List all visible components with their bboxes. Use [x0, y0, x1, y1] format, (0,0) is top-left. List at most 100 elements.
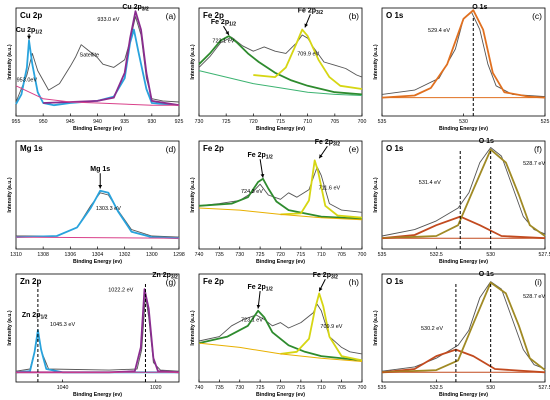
annotation-label: 711.6 eV	[319, 186, 341, 192]
series-baseline	[198, 342, 363, 362]
series-raw	[381, 147, 546, 237]
annotation-label: 724.3 eV	[241, 189, 263, 195]
series-baseline	[198, 207, 363, 221]
annotation-label: Fe 2p3/2	[313, 272, 338, 281]
series-raw	[381, 281, 546, 372]
annotation-label: 933.0 eV	[97, 17, 119, 23]
series-baseline	[15, 85, 179, 106]
annotation-label: Satellite	[80, 53, 100, 59]
x-tick-label: 730	[235, 385, 244, 391]
x-tick-label: 530	[486, 252, 495, 258]
x-tick-label: 700	[358, 385, 367, 391]
plot-frame	[15, 7, 180, 117]
x-tick-label: 725	[222, 119, 231, 125]
y-axis-label: Intensity (a.u.)	[7, 177, 13, 212]
x-tick-label: 955	[12, 119, 21, 125]
panel-letter: (f)	[534, 144, 542, 154]
x-tick-label: 730	[235, 252, 244, 258]
series-fit	[15, 28, 180, 107]
annotation-label: O 1s	[472, 4, 487, 11]
x-tick-label: 705	[331, 119, 340, 125]
x-axis-label: Binding Energy (ev)	[256, 392, 305, 398]
series-fit	[198, 35, 363, 96]
y-axis-label: Intensity (a.u.)	[373, 310, 379, 345]
panel-letter: (d)	[166, 144, 177, 154]
annotation-label: O 1s	[479, 138, 494, 145]
x-tick-label: 730	[195, 119, 204, 125]
series-raw	[198, 34, 363, 78]
element-title: O 1s	[386, 144, 404, 153]
series-fit	[15, 329, 179, 374]
panel-letter: (i)	[534, 277, 542, 287]
panel-letter: (b)	[349, 11, 360, 21]
x-tick-label: 700	[358, 252, 367, 258]
arrow-head	[319, 287, 323, 292]
x-tick-label: 720	[276, 385, 285, 391]
series-raw	[16, 192, 180, 238]
panel-b: Fe 2p1/2 723.1 eV Fe 2p3/2 709.9 eV 730 725 72…	[190, 7, 366, 132]
x-tick-label: 535	[378, 385, 387, 391]
x-tick-label: 705	[337, 385, 346, 391]
x-tick-label: 945	[66, 119, 75, 125]
x-tick-label: 530	[486, 385, 495, 391]
arrow-head	[256, 304, 261, 309]
series-fit	[253, 28, 363, 90]
x-tick-label: 935	[120, 119, 129, 125]
annotation-label: O 1s	[479, 271, 494, 278]
x-tick-label: 715	[297, 252, 306, 258]
panel-letter: (e)	[349, 144, 360, 154]
y-axis-label: Intensity (a.u.)	[190, 310, 196, 345]
x-tick-label: 700	[358, 119, 367, 125]
x-tick-label: 1020	[150, 385, 162, 391]
series-raw	[198, 303, 363, 355]
element-title: Mg 1s	[20, 144, 43, 153]
x-tick-label: 740	[195, 385, 204, 391]
x-tick-label: 1302	[119, 252, 131, 258]
x-tick-label: 710	[317, 385, 326, 391]
annotation-label: 1303.3 eV	[96, 206, 121, 212]
series-fit	[16, 288, 180, 374]
x-tick-label: 1308	[37, 252, 49, 258]
panel-letter: (c)	[532, 11, 542, 21]
x-tick-label: 735	[215, 385, 224, 391]
x-tick-label: 940	[93, 119, 102, 125]
series-fit	[280, 292, 363, 362]
x-tick-label: 925	[175, 119, 184, 125]
series-fit	[381, 215, 546, 240]
x-tick-label: 735	[215, 252, 224, 258]
x-tick-label: 525	[541, 119, 550, 125]
annotation-label: Cu 2p1/2	[16, 27, 43, 36]
arrow-head	[260, 173, 265, 178]
series-fit	[280, 159, 363, 219]
x-tick-label: 527.5	[539, 252, 550, 258]
x-axis-label: Binding Energy (ev)	[256, 126, 305, 132]
annotation-label: 723.1 eV	[241, 318, 263, 324]
x-tick-label: 1298	[173, 252, 185, 258]
x-tick-label: 725	[256, 385, 265, 391]
x-axis-label: Binding Energy (ev)	[73, 392, 122, 398]
plot-frame	[381, 140, 546, 250]
annotation-label: Fe 2p1/2	[211, 19, 236, 28]
x-tick-label: 527.5	[539, 385, 550, 391]
x-tick-label: 535	[378, 119, 387, 125]
panel-letter: (h)	[349, 277, 360, 287]
annotation-label: Zn 2p1/2	[22, 312, 48, 321]
x-tick-label: 950	[39, 119, 48, 125]
x-tick-label: 1040	[57, 385, 69, 391]
plot-frame	[15, 273, 180, 383]
series-fit	[381, 148, 546, 240]
x-tick-label: 720	[276, 252, 285, 258]
x-tick-label: 1304	[92, 252, 104, 258]
annotation-label: 953.0eV	[17, 77, 38, 83]
arrow-head	[98, 185, 103, 189]
panel-i: O 1s 530.2 eV 528.7 eV 535 532.5 530 527.5 Bind…	[373, 271, 550, 398]
x-tick-label: 1300	[146, 252, 158, 258]
annotation-label: Mg 1s	[90, 166, 110, 173]
x-axis-label: Binding Energy (ev)	[439, 259, 488, 265]
series-fit	[43, 10, 180, 107]
x-tick-label: 715	[297, 385, 306, 391]
x-tick-label: 1310	[10, 252, 22, 258]
annotation-label: 528.7 eV	[523, 161, 545, 167]
